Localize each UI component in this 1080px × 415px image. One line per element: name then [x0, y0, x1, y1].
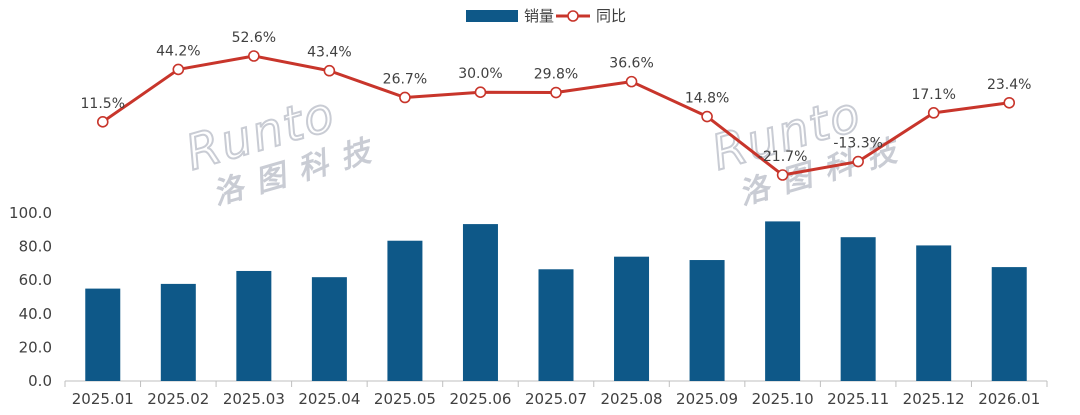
- bar-series: [85, 221, 1027, 381]
- line-point: [399, 91, 411, 104]
- data-labels: 11.5% 44.2% 52.6% 43.4% 26.7% 30.0% 29.8% 36.6%…: [81, 30, 1032, 165]
- data-label: 14.8%: [685, 91, 729, 107]
- line-point: [96, 116, 109, 128]
- x-tick-label: 2025.08: [601, 390, 663, 408]
- data-label: 44.2%: [156, 43, 200, 59]
- bar: [991, 267, 1027, 381]
- data-label: -13.3%: [833, 136, 883, 152]
- bar: [840, 237, 876, 381]
- line-point: [1003, 96, 1016, 109]
- line-point: [852, 155, 864, 168]
- bar: [614, 256, 650, 381]
- x-tick-label: 2025.11: [827, 390, 889, 408]
- legend-label-bar: 销量: [524, 7, 554, 25]
- line-point: [474, 86, 487, 98]
- y-tick-label: 40.0: [19, 305, 52, 323]
- x-tick-label: 2025.07: [525, 390, 587, 408]
- bar: [916, 245, 952, 381]
- data-label: 17.1%: [911, 87, 955, 103]
- bar: [387, 240, 423, 381]
- legend-label-line: 同比: [596, 7, 626, 25]
- legend: 销量 同比: [466, 7, 626, 25]
- data-label: -21.7%: [758, 149, 808, 165]
- line-point: [248, 50, 260, 62]
- line-point: [323, 64, 336, 77]
- x-tick-label: 2025.06: [449, 390, 511, 408]
- x-tick-label: 2025.09: [676, 390, 738, 408]
- axes: 0.0 20.0 40.0 60.0 80.0 100.0 2025.01 2025.02 20…: [9, 204, 1048, 408]
- data-label: 23.4%: [987, 77, 1031, 93]
- y-tick-label: 80.0: [19, 238, 52, 256]
- line-point: [625, 75, 638, 88]
- legend-swatch-bar: [466, 10, 518, 22]
- data-label: 11.5%: [81, 96, 125, 112]
- data-label: 43.4%: [307, 45, 351, 61]
- x-tick-label: 2026.01: [978, 390, 1040, 408]
- data-label: 29.8%: [534, 67, 578, 83]
- line-point: [776, 169, 789, 181]
- y-tick-label: 20.0: [19, 338, 52, 356]
- bar: [236, 270, 272, 381]
- bar: [689, 260, 725, 381]
- bar: [765, 221, 801, 381]
- bar: [160, 283, 196, 381]
- legend-marker-line: [567, 10, 579, 22]
- bar: [538, 269, 574, 381]
- data-label: 52.6%: [232, 30, 276, 46]
- line-point: [550, 86, 562, 99]
- data-label: 36.6%: [609, 56, 653, 72]
- x-tick-label: 2025.03: [223, 390, 285, 408]
- line-series: [96, 50, 1016, 181]
- x-tick-label: 2025.05: [374, 390, 436, 408]
- line-point: [701, 110, 713, 123]
- line-point: [172, 63, 185, 76]
- data-label: 26.7%: [383, 71, 427, 87]
- data-label: 30.0%: [458, 66, 502, 82]
- y-tick-label: 100.0: [9, 204, 52, 222]
- bar: [85, 288, 121, 381]
- bar: [311, 277, 347, 381]
- bar: [462, 224, 498, 381]
- x-tick-label: 2025.04: [298, 390, 360, 408]
- x-tick-label: 2025.10: [752, 390, 814, 408]
- x-tick-label: 2025.12: [903, 390, 965, 408]
- y-tick-label: 0.0: [28, 372, 52, 390]
- y-tick-label: 60.0: [19, 271, 52, 289]
- x-tick-label: 2025.01: [72, 390, 134, 408]
- x-tick-label: 2025.02: [147, 390, 209, 408]
- line-point: [927, 107, 940, 119]
